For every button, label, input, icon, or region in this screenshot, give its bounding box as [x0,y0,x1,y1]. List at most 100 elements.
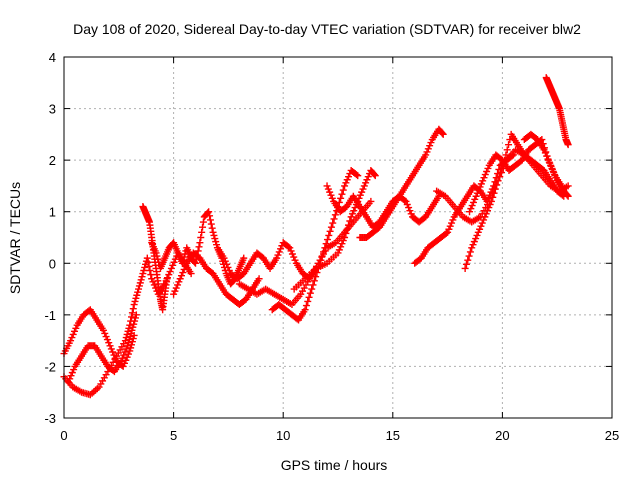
data-point [497,169,505,177]
data-point [122,356,130,364]
data-point [464,256,472,264]
data-point [124,342,132,350]
data-point [286,244,294,252]
data-point [351,204,359,212]
data-point [352,171,360,179]
data-point [337,243,345,251]
data-point [288,250,296,258]
data-point [362,179,370,187]
data-point [192,259,200,267]
data-point [145,262,153,270]
data-point [126,333,134,341]
data-point [148,275,156,283]
data-point [360,182,368,190]
data-point [475,186,483,194]
series-track-15 [461,130,568,272]
data-point [306,289,314,297]
data-point [110,351,118,359]
data-point [462,260,470,268]
data-point [476,225,484,233]
x-tick-label: 0 [60,428,67,443]
data-point [445,225,453,233]
data-point [551,171,559,179]
data-point [422,151,430,159]
data-point [170,290,178,298]
data-point [132,311,140,319]
data-point [126,347,134,355]
data-point [323,236,331,244]
data-point [124,339,132,347]
data-point [563,191,571,199]
data-point [150,281,158,289]
data-point [482,210,490,218]
data-point [291,256,299,264]
data-point [199,218,207,226]
data-point [343,225,351,233]
data-point [502,151,510,159]
data-point [427,139,435,147]
data-point [117,357,125,365]
data-point [198,228,206,236]
data-point [371,172,379,180]
data-point [302,302,310,310]
data-point [290,253,298,261]
series-track-7 [213,239,320,283]
data-point [329,219,337,227]
data-point [494,177,502,185]
data-point [354,172,362,180]
data-point [564,182,572,190]
data-point [485,204,493,212]
data-point [405,204,413,212]
data-point [480,216,488,224]
data-point [146,267,154,275]
plot-frame [63,56,613,419]
y-tick-label: 4 [49,50,56,65]
data-point [118,354,126,362]
data-point [540,146,548,154]
data-point [109,348,117,356]
data-point [167,264,175,272]
data-point [545,158,553,166]
data-point [213,241,221,249]
data-point [195,243,203,251]
data-point [544,155,552,163]
data-point [122,345,130,353]
data-point [71,327,79,335]
data-point [424,145,432,153]
data-point [211,235,219,243]
data-point [461,264,469,272]
x-tick-label: 10 [276,428,290,443]
data-point [342,179,350,187]
data-point [274,251,282,259]
data-point [359,185,367,193]
data-point [363,176,371,184]
data-point [287,247,295,255]
data-point [490,189,498,197]
data-point [135,285,143,293]
data-point [205,208,213,216]
data-point [543,152,551,160]
data-point [338,190,346,198]
data-point [180,265,188,273]
data-point [68,369,76,377]
y-axis-label: SDTVAR / TECUs [7,182,23,294]
data-point [130,320,138,328]
data-point [147,271,155,279]
data-point [240,254,248,262]
data-point [438,129,446,137]
data-point [165,271,173,279]
data-point [206,216,214,224]
data-point [305,293,313,301]
data-point [328,194,336,202]
data-point [468,202,476,210]
data-point [471,195,479,203]
data-point [473,231,481,239]
data-point [301,306,309,314]
data-point [174,281,182,289]
data-point [103,336,111,344]
data-point [318,252,326,260]
data-point [69,330,77,338]
data-point [140,267,148,275]
data-point [442,229,450,237]
data-point [549,167,557,175]
